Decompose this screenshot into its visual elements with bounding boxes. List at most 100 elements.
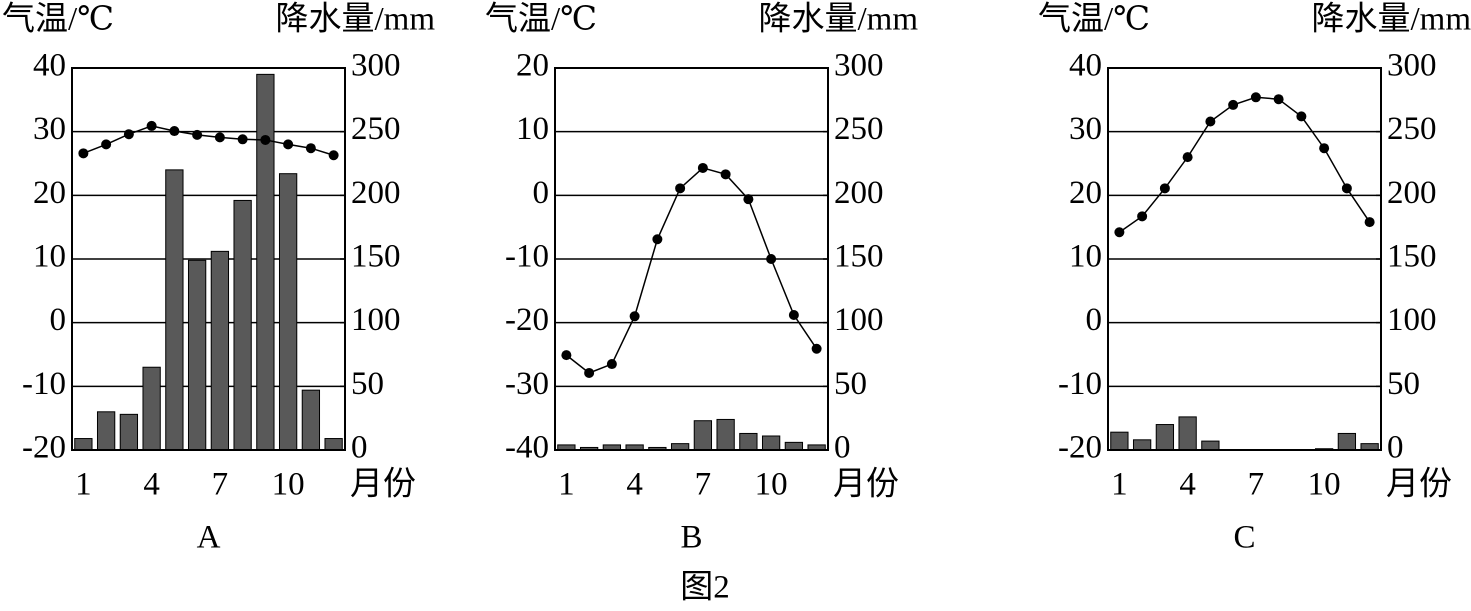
y-tick-label: 10 (516, 111, 549, 147)
y2-tick-label: 100 (351, 302, 401, 338)
temperature-point (214, 132, 225, 143)
y2-axis-title: 降水量/mm (758, 1, 918, 38)
temperature-point (1228, 99, 1239, 110)
temperature-point (1114, 227, 1125, 238)
temperature-point (1296, 111, 1307, 122)
x-axis-title: 月份 (833, 466, 899, 503)
temperature-point (1205, 116, 1216, 127)
bar (142, 366, 161, 451)
y2-tick-label: 0 (351, 430, 368, 466)
bar (739, 432, 758, 451)
y-tick-label: 30 (1069, 111, 1102, 147)
y-tick-label: 0 (50, 302, 67, 338)
y2-tick-label: 200 (834, 175, 884, 211)
y-tick-label: -20 (22, 430, 66, 466)
temperature-point (584, 367, 595, 378)
bar (1110, 431, 1129, 451)
x-tick-label: 1 (1111, 467, 1128, 503)
y-tick-label: -20 (505, 302, 549, 338)
y-tick-label: -10 (1058, 366, 1102, 402)
y2-axis-title: 降水量/mm (1311, 1, 1471, 38)
temperature-point (1273, 94, 1284, 105)
y2-tick-label: 0 (1387, 430, 1404, 466)
bar (324, 438, 343, 451)
bar (233, 199, 252, 451)
temperature-point (1137, 211, 1148, 222)
temperature-point (123, 129, 134, 140)
bar (761, 435, 781, 451)
y2-tick-label: 250 (1387, 111, 1437, 147)
bar (1132, 439, 1152, 451)
bar (187, 259, 207, 451)
x-tick-label: 10 (272, 467, 305, 503)
temperature-point (169, 126, 180, 137)
y-tick-label: 40 (1069, 48, 1102, 84)
bar (119, 413, 139, 451)
temperature-point (305, 143, 316, 154)
y2-tick-label: 100 (834, 302, 884, 338)
temperature-point (811, 343, 822, 354)
y2-tick-label: 250 (351, 111, 401, 147)
y-tick-label: 10 (1069, 239, 1102, 275)
y2-tick-label: 300 (834, 48, 884, 84)
bar (693, 420, 713, 451)
x-tick-label: 10 (755, 467, 788, 503)
plot-frame (1107, 67, 1382, 451)
temperature-point (766, 254, 777, 264)
bar (165, 169, 184, 451)
temperature-point (192, 129, 203, 140)
temperature-point (697, 162, 708, 173)
y2-tick-label: 150 (351, 239, 401, 275)
temperature-line (565, 167, 818, 374)
temperature-point (1341, 183, 1352, 194)
y-axis-title: 气温/℃ (2, 1, 114, 38)
x-tick-label: 7 (1248, 467, 1265, 503)
x-tick-label: 7 (212, 467, 229, 503)
bar (96, 411, 116, 451)
y-tick-label: -10 (505, 239, 549, 275)
figure-caption: 图2 (680, 570, 730, 606)
bar (256, 73, 275, 451)
y-tick-label: -40 (505, 430, 549, 466)
temperature-point (1250, 92, 1261, 103)
temperature-point (1182, 152, 1193, 163)
y2-tick-label: 200 (351, 175, 401, 211)
x-tick-label: 4 (1179, 467, 1196, 503)
temperature-point (720, 169, 731, 180)
temperature-point (78, 148, 89, 159)
y2-tick-label: 50 (1387, 366, 1420, 402)
x-tick-label: 1 (558, 467, 575, 503)
y2-tick-label: 100 (1387, 302, 1437, 338)
y-tick-label: 0 (533, 175, 550, 211)
temperature-point (1364, 217, 1375, 228)
y-tick-label: 0 (1086, 302, 1103, 338)
y-tick-label: 20 (516, 48, 549, 84)
y2-tick-label: 200 (1387, 175, 1437, 211)
x-tick-label: 10 (1308, 467, 1341, 503)
plot-frame (71, 67, 346, 451)
temperature-point (743, 194, 754, 205)
bar (1178, 416, 1197, 451)
y-axis-title: 气温/℃ (485, 1, 597, 38)
y2-tick-label: 300 (1387, 48, 1437, 84)
x-tick-label: 4 (143, 467, 160, 503)
temperature-point (1319, 143, 1330, 154)
y-tick-label: 20 (33, 175, 66, 211)
temperature-point (328, 150, 339, 161)
y2-tick-label: 50 (351, 366, 384, 402)
bar (301, 389, 321, 451)
y2-tick-label: 250 (834, 111, 884, 147)
chart-caption: A (197, 520, 221, 556)
temperature-point (237, 134, 248, 145)
y2-tick-label: 300 (351, 48, 401, 84)
temperature-point (1159, 183, 1170, 194)
bar (1201, 440, 1220, 451)
temperature-point (652, 234, 663, 245)
plot-frame (554, 67, 829, 451)
bar (784, 441, 804, 451)
temperature-point (561, 350, 572, 361)
chart-caption: B (680, 520, 702, 556)
temperature-line (1118, 96, 1371, 233)
y-tick-label: -10 (22, 366, 66, 402)
